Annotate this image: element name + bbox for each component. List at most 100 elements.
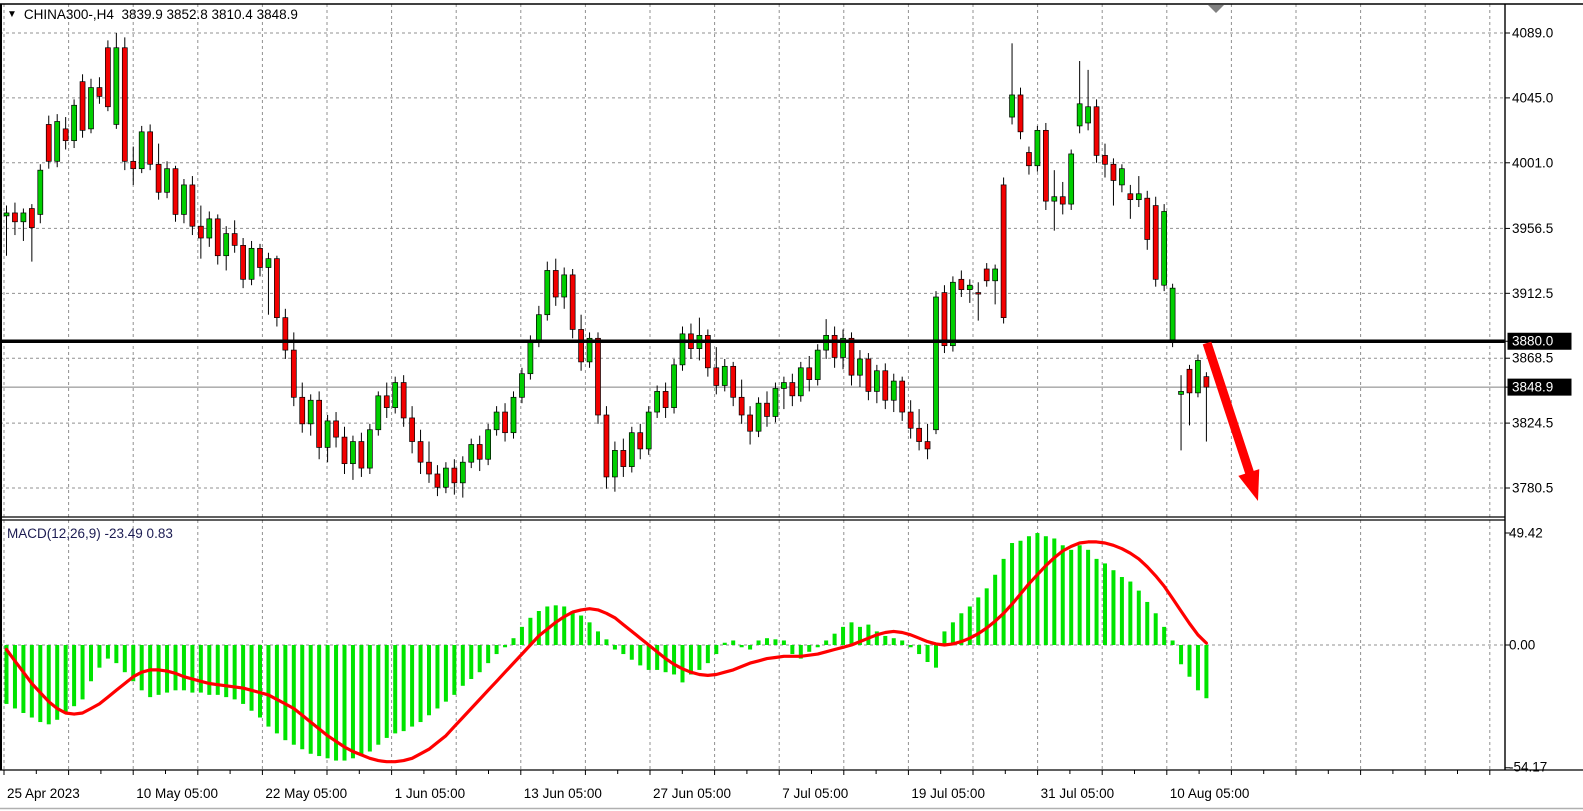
candle[interactable]: [189, 176, 196, 236]
candle[interactable]: [781, 376, 787, 410]
candle[interactable]: [519, 367, 525, 404]
candle[interactable]: [172, 165, 179, 222]
candle[interactable]: [282, 308, 289, 359]
candle[interactable]: [45, 115, 52, 169]
candle[interactable]: [840, 329, 846, 370]
candle[interactable]: [206, 211, 213, 247]
candle[interactable]: [975, 282, 982, 321]
candle[interactable]: [662, 382, 669, 418]
candle[interactable]: [747, 406, 753, 445]
candle[interactable]: [958, 270, 965, 298]
candle[interactable]: [510, 391, 517, 439]
candle[interactable]: [96, 77, 103, 104]
candle[interactable]: [88, 78, 94, 134]
candle[interactable]: [426, 441, 432, 483]
candle[interactable]: [1034, 125, 1041, 172]
candle[interactable]: [223, 226, 230, 271]
candle[interactable]: [1178, 375, 1184, 451]
candle[interactable]: [350, 435, 356, 480]
candle[interactable]: [1000, 177, 1007, 324]
candle[interactable]: [333, 412, 339, 448]
candle[interactable]: [451, 459, 458, 495]
candle[interactable]: [341, 426, 348, 474]
candle[interactable]: [20, 208, 27, 241]
candle[interactable]: [155, 143, 162, 200]
candle[interactable]: [1009, 43, 1015, 125]
candle[interactable]: [79, 74, 86, 138]
chart-shift-marker-icon[interactable]: [1208, 5, 1224, 13]
candle[interactable]: [552, 258, 559, 306]
candle[interactable]: [299, 382, 306, 433]
candle[interactable]: [459, 456, 466, 498]
candle[interactable]: [198, 205, 204, 259]
candle[interactable]: [113, 33, 120, 129]
candle[interactable]: [907, 400, 914, 439]
candle[interactable]: [755, 397, 762, 438]
candle[interactable]: [992, 264, 999, 305]
candle[interactable]: [831, 326, 838, 368]
candle[interactable]: [54, 114, 61, 168]
candle[interactable]: [37, 164, 44, 224]
candle[interactable]: [696, 317, 703, 361]
candle[interactable]: [12, 202, 18, 236]
macd-histogram[interactable]: [4, 533, 1209, 761]
candle[interactable]: [147, 124, 153, 171]
candle[interactable]: [417, 429, 424, 474]
candle[interactable]: [1085, 69, 1091, 131]
candle[interactable]: [476, 435, 483, 472]
candle[interactable]: [1059, 181, 1066, 215]
candle[interactable]: [865, 353, 872, 401]
candle[interactable]: [950, 276, 956, 352]
candles-group[interactable]: [3, 33, 1210, 498]
price-axis[interactable]: [1505, 4, 1583, 770]
candle[interactable]: [392, 376, 399, 414]
candle[interactable]: [375, 391, 382, 436]
candle[interactable]: [240, 238, 246, 289]
candle[interactable]: [502, 403, 508, 442]
candle[interactable]: [620, 438, 627, 477]
time-axis[interactable]: [0, 771, 1505, 807]
candle[interactable]: [383, 382, 390, 418]
candle[interactable]: [595, 332, 601, 424]
candle[interactable]: [721, 358, 728, 392]
candle[interactable]: [882, 363, 889, 410]
candle[interactable]: [468, 438, 475, 469]
candle[interactable]: [409, 406, 415, 454]
candle[interactable]: [316, 391, 322, 460]
candle[interactable]: [806, 355, 813, 392]
candle[interactable]: [654, 385, 661, 418]
candle[interactable]: [612, 441, 618, 492]
candle[interactable]: [1102, 143, 1108, 178]
candle[interactable]: [586, 332, 593, 368]
candle[interactable]: [1152, 196, 1159, 287]
candle[interactable]: [704, 329, 711, 377]
candle[interactable]: [873, 364, 880, 404]
candle[interactable]: [105, 40, 111, 112]
macd-signal-line[interactable]: [4, 540, 1209, 764]
candle[interactable]: [181, 179, 187, 224]
candle[interactable]: [1161, 204, 1168, 292]
candle[interactable]: [772, 382, 779, 423]
candle[interactable]: [637, 423, 644, 460]
candle[interactable]: [789, 373, 796, 407]
candle[interactable]: [738, 379, 745, 424]
candle[interactable]: [569, 268, 576, 339]
candle[interactable]: [1119, 164, 1125, 193]
candle[interactable]: [916, 409, 922, 451]
candle[interactable]: [1127, 184, 1134, 219]
candle[interactable]: [307, 394, 314, 436]
trend-arrow[interactable]: [1202, 341, 1260, 501]
candle[interactable]: [434, 465, 441, 497]
candle[interactable]: [290, 332, 297, 407]
candle[interactable]: [679, 326, 686, 371]
candle[interactable]: [493, 406, 500, 436]
symbol-dropdown-icon[interactable]: ▼: [7, 8, 17, 20]
candle[interactable]: [1135, 176, 1142, 208]
candle[interactable]: [713, 347, 720, 395]
candle[interactable]: [1203, 372, 1210, 442]
candle[interactable]: [138, 125, 145, 174]
candle[interactable]: [645, 406, 652, 455]
candle[interactable]: [764, 391, 770, 427]
candle[interactable]: [544, 261, 551, 321]
